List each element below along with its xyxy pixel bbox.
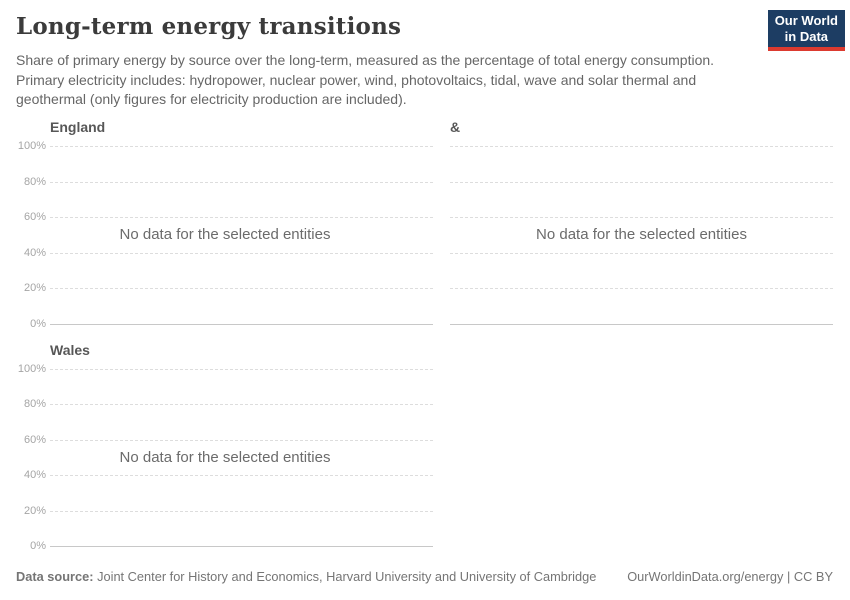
gridline xyxy=(450,217,833,219)
y-axis-tick-label: 0% xyxy=(30,540,46,552)
footer-link[interactable]: OurWorldinData.org/energy | CC BY xyxy=(627,569,833,584)
owid-logo-line2: in Data xyxy=(784,29,829,44)
gridline xyxy=(50,181,433,183)
y-axis-tick-label: 60% xyxy=(23,211,46,224)
facet-title: Wales xyxy=(50,342,90,358)
gridline xyxy=(50,252,433,254)
gridline xyxy=(50,146,433,147)
gridline xyxy=(450,252,833,254)
gridline xyxy=(50,439,433,441)
chart-subtitle: Share of primary energy by source over t… xyxy=(16,52,715,107)
gridline xyxy=(450,181,833,183)
facet-title: & xyxy=(450,119,461,135)
gridline xyxy=(450,288,833,290)
footer-datasource: Data source: Joint Center for History an… xyxy=(16,569,596,584)
owid-logo-line1: Our World xyxy=(774,13,838,28)
x-axis-line xyxy=(50,546,433,547)
gridline xyxy=(50,510,433,512)
no-data-message: No data for the selected entities xyxy=(119,226,331,243)
y-axis-tick-label: 80% xyxy=(23,175,46,188)
gridline xyxy=(450,146,833,147)
gridline xyxy=(50,288,433,290)
y-axis-tick-label: 40% xyxy=(23,246,46,259)
datasource-label: Data source: xyxy=(16,569,94,584)
gridline xyxy=(50,475,433,477)
y-axis-tick-label: 0% xyxy=(30,318,46,330)
y-axis-tick-label: 40% xyxy=(23,469,46,482)
y-axis-tick-label: 20% xyxy=(23,504,46,517)
no-data-message: No data for the selected entities xyxy=(536,226,747,243)
gridline xyxy=(50,217,433,219)
gridline xyxy=(50,404,433,406)
y-axis-tick-label: 20% xyxy=(23,282,46,295)
datasource-text: Joint Center for History and Economics, … xyxy=(93,569,597,584)
y-axis-tick-label: 100% xyxy=(17,140,46,152)
x-axis-line xyxy=(450,324,833,325)
owid-logo: Our World in Data xyxy=(767,10,845,51)
y-axis-tick-label: 100% xyxy=(17,363,46,375)
gridline xyxy=(50,369,433,370)
page-title: Long-term energy transitions xyxy=(16,13,402,40)
y-axis-tick-label: 80% xyxy=(23,398,46,411)
x-axis-line xyxy=(50,324,433,325)
y-axis-tick-label: 60% xyxy=(23,433,46,446)
no-data-message: No data for the selected entities xyxy=(119,448,331,466)
facet-title: England xyxy=(50,119,106,135)
